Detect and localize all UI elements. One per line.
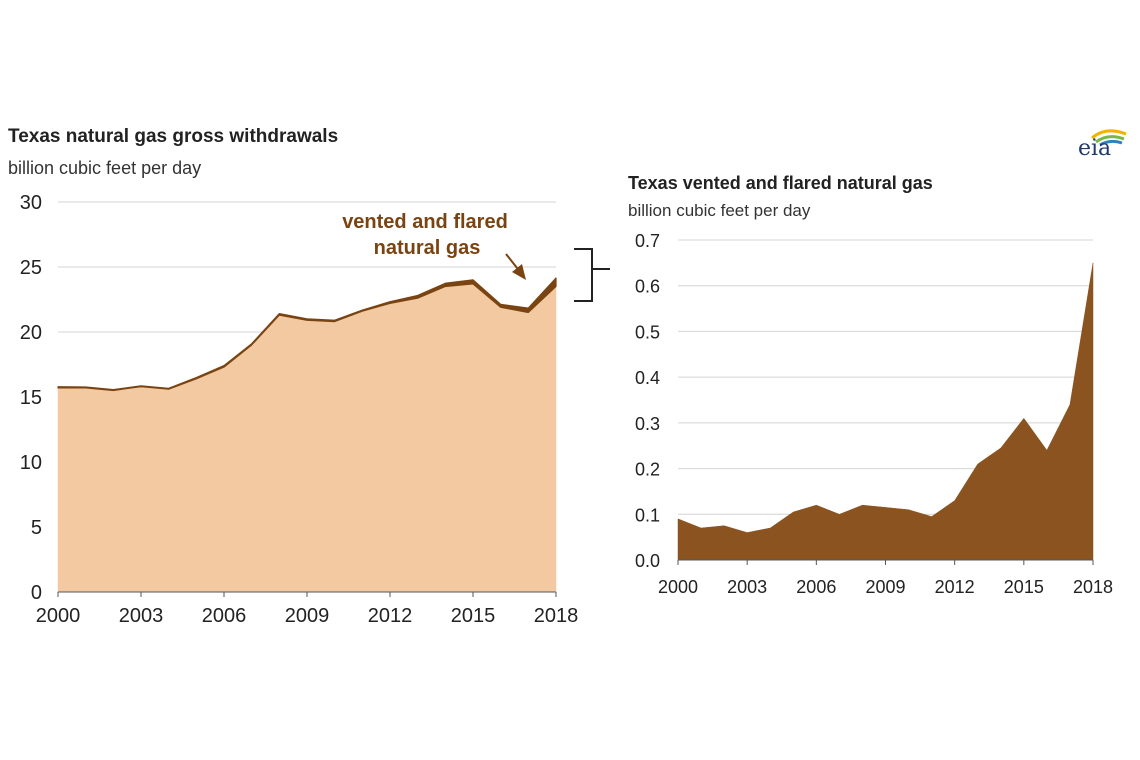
- left-xtick-label: 2015: [451, 605, 496, 627]
- left-ytick-label: 0: [31, 582, 42, 604]
- left-chart-subtitle: billion cubic feet per day: [8, 158, 202, 178]
- left-series-area-1: [57, 277, 557, 392]
- left-ytick-label: 20: [20, 322, 42, 344]
- left-ytick-label: 25: [20, 257, 42, 279]
- eia-logo-text: eia: [1078, 136, 1112, 161]
- left-xtick-label: 2012: [368, 605, 413, 627]
- left-chart-title: Texas natural gas gross withdrawals: [8, 126, 339, 147]
- right-series-area-0: [677, 262, 1094, 561]
- right-xtick-label: 2015: [1004, 577, 1044, 597]
- right-xtick-label: 2009: [865, 577, 905, 597]
- annotation-arrow-head: [512, 264, 526, 280]
- right-ytick-label: 0.6: [635, 277, 660, 297]
- right-xtick-label: 2018: [1073, 577, 1113, 597]
- right-ytick-label: 0.5: [635, 322, 660, 342]
- right-ytick-label: 0.7: [635, 231, 660, 251]
- eia-logo-arcs: [1091, 129, 1127, 147]
- left-xtick-label: 2018: [534, 605, 579, 627]
- right-chart-title: Texas vented and flared natural gas: [628, 173, 933, 193]
- bracket-connector: [574, 248, 610, 302]
- right-chart-subtitle: billion cubic feet per day: [628, 201, 811, 220]
- left-xtick-label: 2003: [119, 605, 164, 627]
- right-xtick-label: 2006: [796, 577, 836, 597]
- right-xtick-label: 2012: [935, 577, 975, 597]
- right-ytick-label: 0.1: [635, 505, 660, 525]
- left-xtick-label: 2006: [202, 605, 247, 627]
- annotation-line-2: natural gas: [374, 237, 481, 259]
- right-xtick-label: 2003: [727, 577, 767, 597]
- left-ytick-label: 5: [31, 517, 42, 539]
- right-xtick-label: 2000: [658, 577, 698, 597]
- left-ytick-label: 30: [20, 192, 42, 214]
- left-ytick-label: 10: [20, 452, 42, 474]
- right-area-chart: 0.0 0.1 0.2 0.3 0.4 0.5 0.6 0.7 2000 2003 2006 2009…: [574, 231, 1113, 597]
- eia-logo: eia: [1074, 124, 1134, 168]
- right-ytick-label: 0.2: [635, 460, 660, 480]
- left-xtick-label: 2000: [36, 605, 81, 627]
- right-ytick-label: 0.0: [635, 551, 660, 571]
- right-ytick-label: 0.4: [635, 368, 660, 388]
- left-xtick-label: 2009: [285, 605, 330, 627]
- right-ytick-label: 0.3: [635, 414, 660, 434]
- left-area-chart: 0 5 10 15 20 25 30 2000 2003 2006 2009 2012 2015 2018…: [20, 192, 579, 627]
- left-ytick-label: 15: [20, 387, 42, 409]
- annotation-line-1: vented and flared: [342, 211, 508, 233]
